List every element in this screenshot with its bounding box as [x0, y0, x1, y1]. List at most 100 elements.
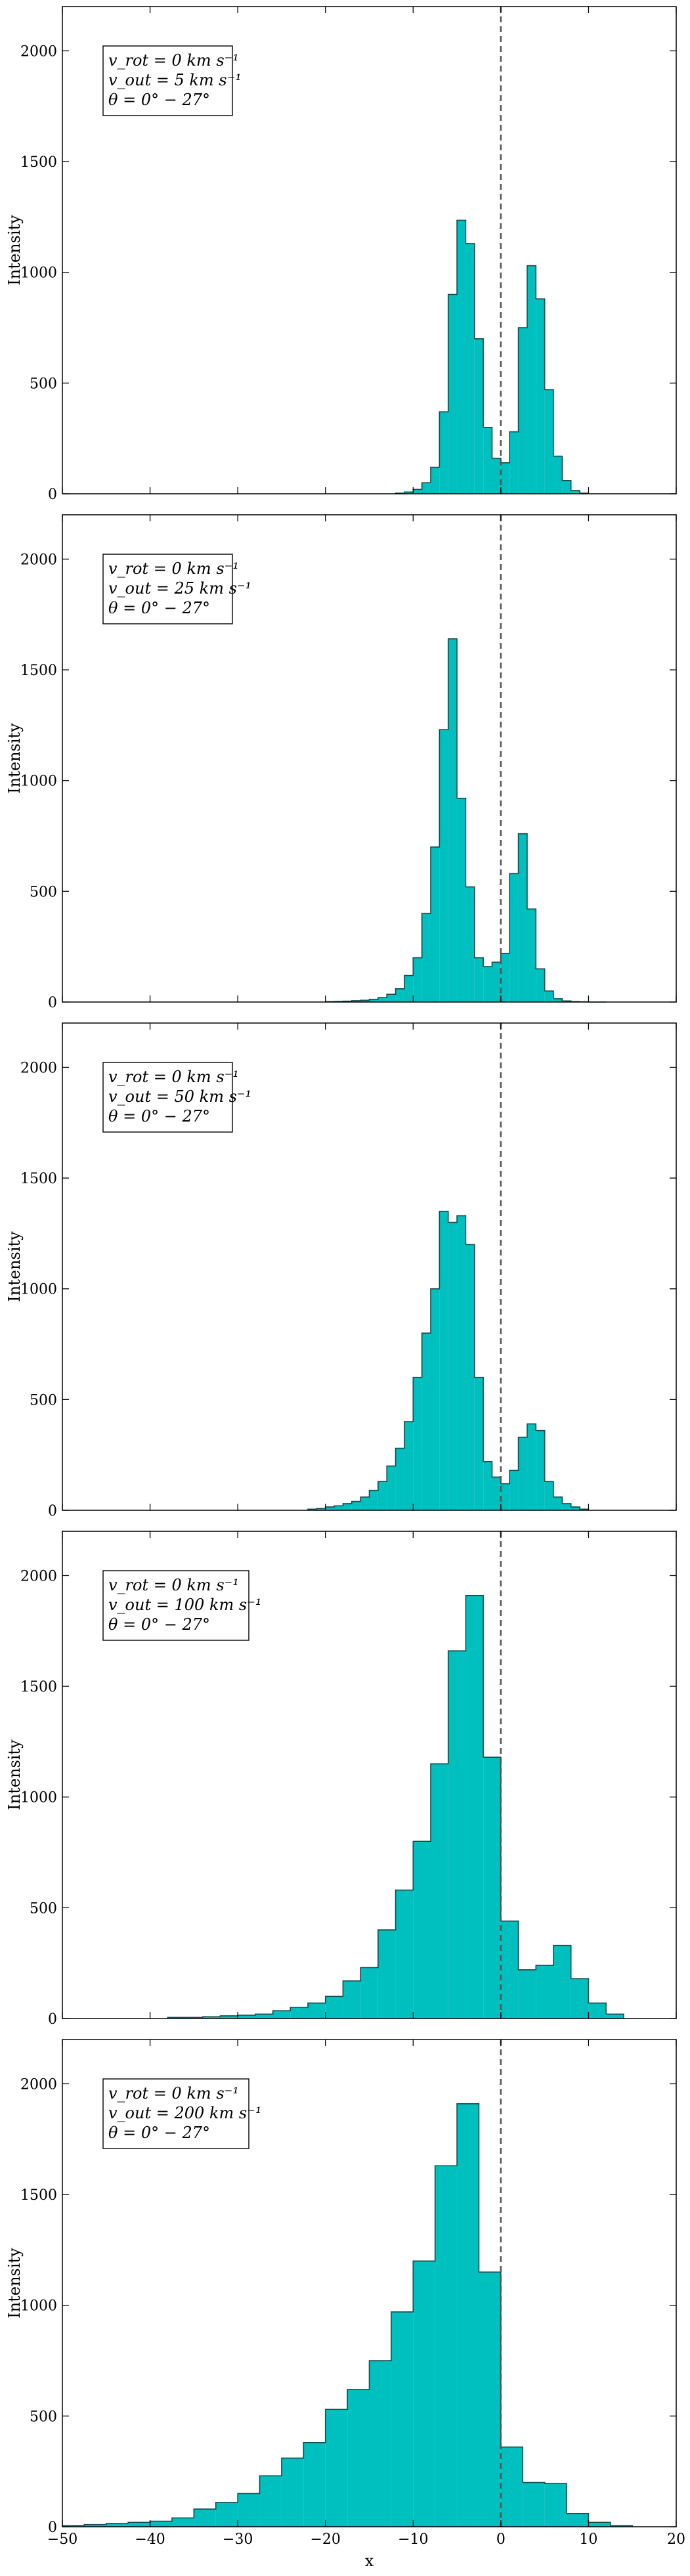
histogram-bar — [391, 2311, 414, 2527]
x-tick-label: 20 — [667, 2531, 685, 2548]
histogram-bar — [492, 962, 501, 1002]
histogram-bar — [62, 2525, 85, 2527]
x-tick-label: 10 — [579, 2531, 597, 2548]
legend-box — [102, 1570, 249, 1641]
histogram-bar — [588, 2003, 607, 2019]
y-tick-label: 2000 — [20, 1568, 57, 1584]
histogram-bar — [479, 2272, 501, 2527]
histogram-bar — [465, 886, 475, 1002]
histogram-bar — [238, 2493, 260, 2527]
histogram-bar — [439, 730, 448, 1002]
histogram-bar — [404, 1422, 414, 1510]
histogram-bar — [413, 1377, 422, 1510]
y-axis-title: Intensity — [5, 2248, 24, 2319]
histogram-bar — [343, 1503, 352, 1510]
histogram-bar — [562, 1503, 571, 1510]
histogram-bar — [492, 458, 501, 494]
histogram-bar — [171, 2518, 194, 2527]
histogram-bar — [553, 1945, 571, 2019]
histogram-bar — [413, 1841, 431, 2019]
axes-frame — [62, 1022, 677, 1511]
histogram-bar — [215, 2502, 238, 2527]
histogram-bar — [465, 1595, 484, 2019]
histogram-bar — [150, 2521, 172, 2527]
y-axis-title: Intensity — [5, 1231, 24, 1302]
histogram-bar — [325, 1996, 343, 2019]
histogram-bar — [483, 967, 492, 1002]
histogram-bar — [544, 2483, 567, 2527]
y-tick-label: 500 — [30, 1392, 57, 1408]
histogram-panel-5: 0 500 1000 1500 2000 −50 −40 −30 −20 −10 0 10 20 Inte… — [5, 2039, 685, 2548]
histogram-outline — [395, 219, 590, 494]
histogram-bar — [167, 2017, 185, 2019]
histogram-bar — [536, 969, 545, 1002]
legend-line: v_rot = 0 km s⁻¹ — [108, 1068, 239, 1086]
legend-line: θ = 0° − 27° — [108, 1107, 210, 1125]
histogram-bar — [562, 480, 571, 494]
legend-line: v_out = 5 km s⁻¹ — [108, 71, 242, 89]
y-tick-label: 1000 — [20, 2298, 57, 2315]
axes-frame — [62, 1531, 677, 2019]
histogram-bar — [272, 2011, 291, 2019]
legend-line: v_out = 100 km s⁻¹ — [108, 1596, 261, 1614]
y-tick-label: 1500 — [20, 154, 57, 171]
histogram-bar — [413, 489, 422, 494]
histogram-bar — [308, 2003, 326, 2019]
histogram-bar — [544, 1481, 553, 1510]
histogram-bar — [457, 2103, 479, 2527]
histogram-bar — [369, 1490, 378, 1510]
histogram-bar — [84, 2524, 106, 2527]
histogram-bar — [421, 1333, 431, 1510]
histogram-bar — [527, 909, 536, 1002]
y-tick-label: 0 — [48, 995, 57, 1011]
y-tick-label: 500 — [30, 2409, 57, 2425]
y-tick-label: 2000 — [20, 552, 57, 568]
histogram-bar — [421, 483, 431, 494]
histogram-bar — [255, 2014, 273, 2019]
histogram-bar — [395, 988, 404, 1002]
y-axis-title: Intensity — [5, 723, 24, 794]
histogram-bar — [483, 427, 492, 494]
histogram-bar — [238, 2015, 255, 2019]
histogram-bar — [431, 846, 440, 1002]
histogram-bar — [544, 389, 553, 494]
histogram-bar — [316, 1508, 326, 1510]
histogram-bar — [544, 991, 553, 1002]
histogram-bar — [474, 1377, 484, 1510]
histogram-bar — [500, 953, 510, 1002]
histogram-bar — [606, 2014, 624, 2019]
y-tick-label: 0 — [48, 2520, 57, 2536]
histogram-bar — [571, 1506, 580, 1510]
histogram-bar — [360, 1496, 370, 1510]
y-tick-label: 0 — [48, 2011, 57, 2028]
legend-line: v_out = 50 km s⁻¹ — [108, 1087, 251, 1106]
legend-line: θ = 0° − 27° — [108, 1615, 210, 1634]
axes-frame — [62, 514, 677, 1003]
histogram-bar — [431, 1288, 440, 1510]
histogram-bar — [500, 2447, 523, 2527]
histogram-bar — [377, 1481, 387, 1510]
histogram-bar — [483, 1461, 492, 1510]
histogram-bar — [518, 328, 527, 494]
y-tick-label: 500 — [30, 376, 57, 392]
histogram-bar — [360, 1000, 370, 1002]
y-tick-label: 1000 — [20, 774, 57, 790]
histogram-bar — [448, 638, 458, 1002]
histogram-bar — [527, 1424, 536, 1510]
histogram-bar — [500, 1483, 510, 1510]
y-tick-label: 1500 — [20, 1171, 57, 1187]
histogram-bar — [553, 998, 563, 1002]
histogram-bar — [259, 2476, 282, 2527]
legend-line: θ = 0° − 27° — [108, 599, 210, 617]
histogram-bar — [395, 1890, 414, 2019]
histogram-bar — [518, 833, 527, 1002]
histogram-bar — [185, 2017, 203, 2019]
histogram-bar — [281, 2458, 304, 2527]
histogram-bar — [500, 462, 510, 494]
histogram-bar — [536, 1965, 553, 2019]
histogram-bar — [588, 2522, 611, 2527]
axes-frame — [62, 2039, 677, 2527]
histogram-bar — [509, 431, 519, 494]
histogram-bar — [404, 975, 414, 1002]
